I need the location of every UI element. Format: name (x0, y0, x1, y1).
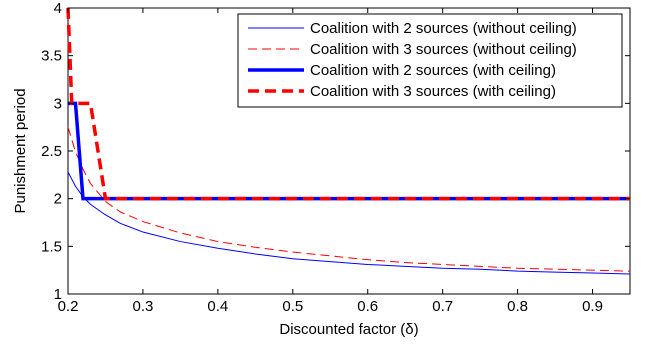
x-tick-label: 0.6 (357, 298, 378, 315)
x-tick-label: 0.5 (282, 298, 303, 315)
legend-label-4: Coalition with 3 sources (with ceiling) (310, 83, 556, 100)
y-tick-label: 3 (54, 95, 62, 112)
series-line-4 (66, 7, 630, 201)
legend-label-2: Coalition with 3 sources (without ceilin… (310, 41, 577, 58)
y-tick-label: 2 (54, 191, 62, 208)
legend-box (237, 13, 623, 108)
legend: Coalition with 2 sources (without ceilin… (237, 13, 623, 108)
series-line-2 (67, 127, 631, 272)
x-tick-label: 0.9 (582, 298, 603, 315)
x-tick-label: 0.3 (133, 298, 154, 315)
x-axis-ticks: 0.2 0.3 0.4 0.5 0.6 0.7 0.8 0.9 (58, 8, 603, 315)
x-tick-label: 0.4 (207, 298, 228, 315)
y-axis-ticks: 1 1.5 2 2.5 3 3.5 4 (41, 0, 630, 303)
legend-label-3: Coalition with 2 sources (with ceiling) (310, 62, 556, 79)
legend-label-1: Coalition with 2 sources (without ceilin… (310, 20, 577, 37)
legend-entries: Coalition with 2 sources (without ceilin… (248, 20, 577, 100)
x-tick-label: 0.2 (58, 298, 79, 315)
x-tick-label: 0.8 (507, 298, 528, 315)
x-tick-label: 0.7 (432, 298, 453, 315)
y-tick-label: 4 (54, 0, 62, 17)
y-tick-label: 1.5 (41, 238, 62, 255)
y-tick-label: 3.5 (41, 48, 62, 65)
y-tick-label: 1 (54, 286, 62, 303)
y-tick-label: 2.5 (41, 143, 62, 160)
series-line-1 (67, 171, 631, 275)
y-axis-title: Punishment period (12, 88, 29, 213)
x-axis-title: Discounted factor (δ) (279, 321, 418, 338)
